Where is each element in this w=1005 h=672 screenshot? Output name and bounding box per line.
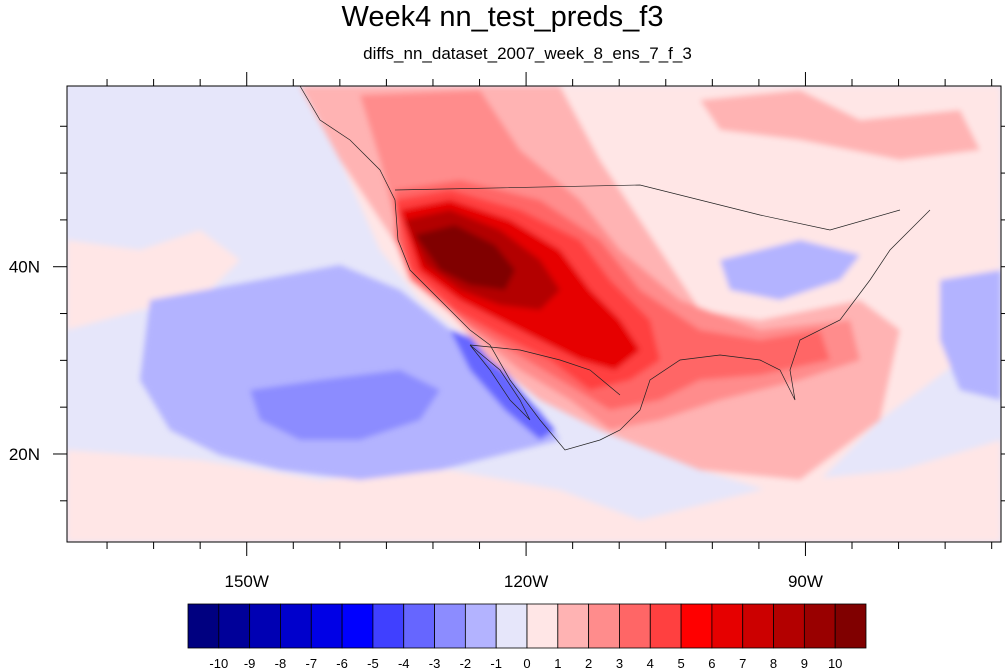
field-negative-pacific bbox=[140, 265, 560, 480]
colorbar-label: -7 bbox=[305, 656, 317, 671]
plot-subtitle: diffs_nn_dataset_2007_week_8_ens_7_f_3 bbox=[363, 44, 692, 63]
lon-tick-label: 90W bbox=[788, 572, 823, 591]
colorbar-label: 8 bbox=[770, 656, 777, 671]
field-negative-pacific-core bbox=[250, 370, 440, 440]
field-negative-atlantic bbox=[940, 270, 1001, 400]
colorbar-swatch bbox=[742, 603, 774, 649]
colorbar-swatch bbox=[803, 603, 836, 649]
us-canada-border bbox=[394, 184, 901, 231]
colorbar-swatch bbox=[280, 603, 312, 649]
colorbar-label: 1 bbox=[554, 656, 561, 671]
colorbar-label: -8 bbox=[275, 656, 287, 671]
colorbar-swatch bbox=[680, 603, 713, 649]
field-near-zero-positive-west bbox=[67, 230, 240, 330]
plot-title: Week4 nn_test_preds_f3 bbox=[341, 1, 664, 33]
colorbar-label: 5 bbox=[677, 656, 684, 671]
colorbar-swatch bbox=[588, 603, 620, 649]
colorbar-label: -9 bbox=[244, 656, 256, 671]
colorbar-label: 9 bbox=[801, 656, 808, 671]
field-negative-baja bbox=[450, 330, 555, 440]
north-america-coastline bbox=[299, 86, 931, 451]
colorbar-swatch bbox=[773, 603, 805, 649]
colorbar-swatch bbox=[341, 603, 374, 649]
colorbar-label: -6 bbox=[336, 656, 348, 671]
colorbar-label: 0 bbox=[523, 656, 530, 671]
lat-tick-label: 40N bbox=[9, 258, 40, 277]
colorbar-swatch bbox=[526, 603, 559, 649]
difference-field bbox=[67, 86, 1001, 542]
us-mexico-border bbox=[469, 344, 621, 396]
colorbar-swatch bbox=[310, 603, 343, 649]
field-near-zero-positive-south bbox=[67, 440, 1001, 542]
colorbar-swatch bbox=[187, 603, 220, 649]
lon-tick-label: 150W bbox=[225, 572, 269, 591]
colorbar-swatch bbox=[619, 603, 651, 649]
colorbar-swatch bbox=[711, 603, 744, 649]
colorbar-swatch bbox=[434, 603, 466, 649]
baja-coastline bbox=[469, 344, 531, 421]
colorbar-swatch bbox=[464, 603, 497, 649]
field-positive-10 bbox=[415, 225, 515, 290]
field-negative-ohio bbox=[720, 240, 860, 300]
colorbar-label: 4 bbox=[647, 656, 654, 671]
axis-ticks bbox=[53, 72, 1005, 556]
colorbar-label: 6 bbox=[708, 656, 715, 671]
colorbar bbox=[187, 603, 867, 649]
colorbar-label: 7 bbox=[739, 656, 746, 671]
colorbar-swatch bbox=[495, 603, 528, 649]
colorbar-swatch bbox=[649, 603, 682, 649]
colorbar-label: 3 bbox=[616, 656, 623, 671]
colorbar-labels: -10 -9 -8 -7 -6 -5 -4 -3 -2 -1 0 1 2 3 4 5 6 7 8 9 10 bbox=[209, 656, 842, 671]
colorbar-label: 10 bbox=[828, 656, 842, 671]
lon-tick-label: 120W bbox=[504, 572, 548, 591]
colorbar-label: 2 bbox=[585, 656, 592, 671]
colorbar-swatch bbox=[834, 603, 867, 649]
colorbar-swatch bbox=[403, 603, 435, 649]
colorbar-label: -1 bbox=[490, 656, 502, 671]
axis-tick-labels: 150W 120W 90W 20N 40N bbox=[9, 258, 823, 591]
colorbar-swatch bbox=[249, 603, 281, 649]
colorbar-label: -10 bbox=[209, 656, 228, 671]
colorbar-label: -4 bbox=[398, 656, 410, 671]
colorbar-label: -5 bbox=[367, 656, 379, 671]
colorbar-label: -2 bbox=[460, 656, 472, 671]
field-positive-1-arctic bbox=[700, 90, 980, 160]
colorbar-label: -3 bbox=[429, 656, 441, 671]
colorbar-swatch bbox=[372, 603, 405, 649]
lat-tick-label: 20N bbox=[9, 445, 40, 464]
colorbar-swatch bbox=[557, 603, 590, 649]
coastlines bbox=[299, 86, 931, 451]
colorbar-swatch bbox=[218, 603, 251, 649]
